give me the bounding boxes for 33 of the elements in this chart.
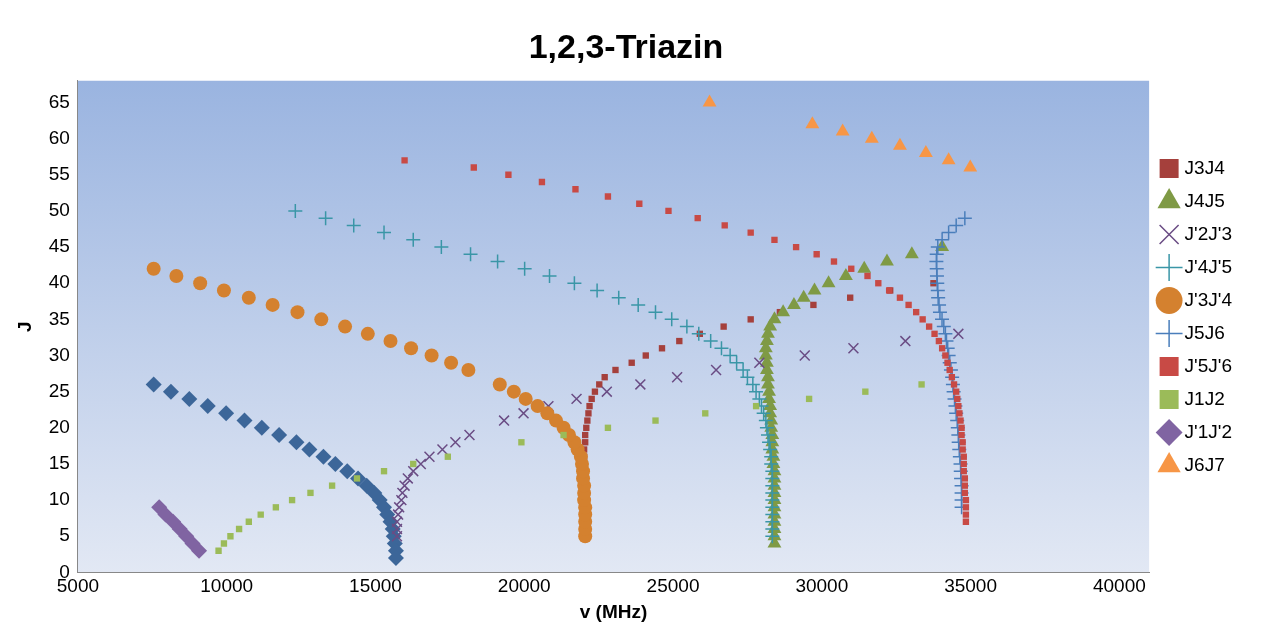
y-tick-label: 20 <box>48 416 70 438</box>
x-tick-label: 20000 <box>497 575 551 597</box>
legend-label: J'1J'2 <box>1184 420 1232 442</box>
legend-label: J'3J'4 <box>1184 288 1233 310</box>
legend-label: J6J7 <box>1184 453 1225 475</box>
y-tick-label: 25 <box>48 379 70 401</box>
y-tick-label: 10 <box>48 488 70 510</box>
y-axis-title: J <box>13 321 35 332</box>
y-tick-label: 45 <box>48 235 70 257</box>
y-tick-label: 60 <box>48 126 70 148</box>
y-tick-label: 15 <box>48 452 70 474</box>
y-tick-label: 65 <box>48 90 70 112</box>
legend-label: J3J4 <box>1184 156 1226 178</box>
legend-label: J4J5 <box>1184 189 1225 211</box>
y-tick-label: 50 <box>48 199 70 221</box>
legend-label: J'5J'6 <box>1184 354 1232 376</box>
legend-label: J'2J'3 <box>1184 222 1232 244</box>
y-tick-label: 30 <box>48 343 70 365</box>
y-tick-label: 40 <box>48 271 70 293</box>
y-tick-label: 5 <box>59 524 70 546</box>
x-tick-label: 10000 <box>200 575 254 597</box>
x-axis-title: v (MHz) <box>579 600 648 622</box>
x-tick-label: 35000 <box>944 575 997 597</box>
legend-label: J5J6 <box>1184 321 1225 343</box>
y-tick-label: 55 <box>48 163 70 185</box>
x-tick-label: 15000 <box>349 575 402 597</box>
legend-label: J1J2 <box>1184 387 1225 409</box>
x-tick-label: 25000 <box>646 575 700 597</box>
x-tick-label: 30000 <box>795 575 849 597</box>
y-tick-label: 35 <box>48 307 70 329</box>
x-tick-label: 40000 <box>1092 575 1146 597</box>
legend-label: J'4J'5 <box>1184 255 1232 277</box>
chart-title: 1,2,3-Triazin <box>528 26 724 65</box>
